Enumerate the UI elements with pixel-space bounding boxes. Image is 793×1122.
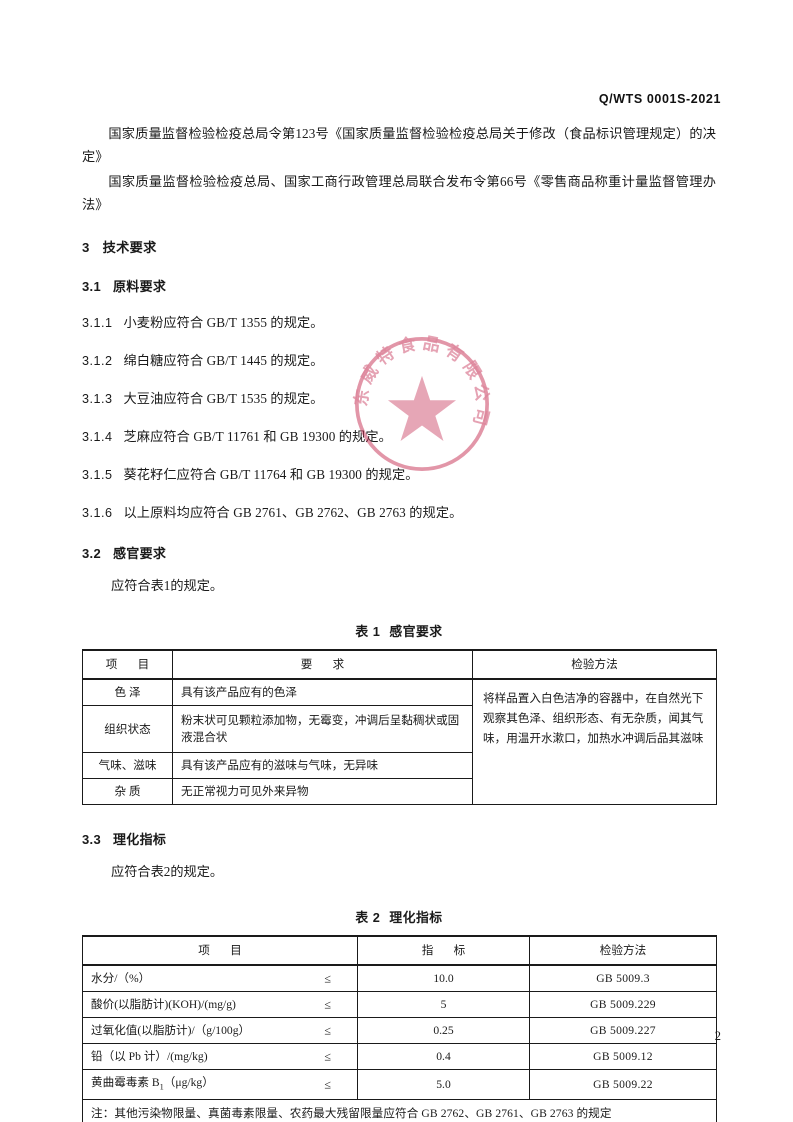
table-row: 过氧化值(以脂肪计)/（g/100g） ≤ 0.25 GB 5009.227: [82, 1017, 717, 1044]
table-row: 气味、滋味 具有该产品应有的滋味与气味，无异味: [82, 752, 717, 779]
clause-3-1-6-number: 3.1.6: [82, 506, 113, 520]
table-2-item-label-4: 黄曲霉毒素 B1（μg/kg）: [91, 1076, 214, 1092]
table-2-item-1: 酸价(以脂肪计)(KOH)/(mg/g) ≤: [82, 991, 358, 1018]
table-1-caption-number: 表 1: [355, 624, 381, 639]
table-2-item-4: 黄曲霉毒素 B1（μg/kg） ≤: [82, 1068, 358, 1101]
table-1-method-cell: 将样品置入白色洁净的容器中，在自然光下观察其色泽、组织形态、有无杂质，闻其气味，…: [472, 678, 717, 805]
table-1-requirement-0: 具有该产品应有的色泽: [172, 678, 473, 706]
section-3-2-number: 3.2: [82, 546, 101, 561]
table-1-header-method: 检验方法: [472, 649, 717, 680]
section-3-number: 3: [82, 240, 90, 255]
table-row: 黄曲霉毒素 B1（μg/kg） ≤ 5.0 GB 5009.22: [82, 1068, 717, 1101]
table-2-method-2: GB 5009.227: [529, 1017, 717, 1044]
table-row: 酸价(以脂肪计)(KOH)/(mg/g) ≤ 5 GB 5009.229: [82, 991, 717, 1018]
table-2-operator-4: ≤: [324, 1077, 331, 1092]
section-3-title: 技术要求: [102, 240, 157, 255]
clause-3-1-1-text: 小麦粉应符合 GB/T 1355 的规定。: [123, 315, 324, 330]
table-2-value-4: 5.0: [357, 1068, 530, 1101]
table-1-requirement-1: 粉末状可见颗粒添加物，无霉变，冲调后呈黏稠状或固液混合状: [172, 705, 473, 753]
clause-3-1-5-text: 葵花籽仁应符合 GB/T 11764 和 GB 19300 的规定。: [123, 467, 419, 482]
table-2-header-method: 检验方法: [529, 935, 717, 966]
table-1-requirement-3: 无正常视力可见外来异物: [172, 778, 473, 805]
section-3-3-number: 3.3: [82, 832, 101, 847]
table-2-item-label-2: 过氧化值(以脂肪计)/（g/100g）: [91, 1024, 251, 1037]
section-3-2-title: 感官要求: [112, 546, 167, 561]
table-2-item-3: 铅（以 Pb 计）/(mg/kg) ≤: [82, 1043, 358, 1070]
document-header-code: Q/WTS 0001S-2021: [598, 92, 721, 106]
clause-3-1-6-text: 以上原料均应符合 GB 2761、GB 2762、GB 2763 的规定。: [123, 505, 463, 520]
table-2-item-label-1: 酸价(以脂肪计)(KOH)/(mg/g): [91, 998, 236, 1011]
table-2-method-0: GB 5009.3: [529, 964, 717, 992]
table-1-requirement-2: 具有该产品应有的滋味与气味，无异味: [172, 752, 473, 779]
clause-3-1-4-text: 芝麻应符合 GB/T 11761 和 GB 19300 的规定。: [123, 429, 392, 444]
table-sensory-requirements: 项 目 要 求 检验方法 色 泽 具有该产品应有的色泽 将样品置入白色洁净的容器…: [82, 649, 717, 805]
document-body: 国家质量监督检验检疫总局令第123号《国家质量监督检验检疫总局关于修改（食品标识…: [82, 122, 717, 1122]
table-2-item-0: 水分/（%） ≤: [82, 964, 358, 992]
table-2-header-item: 项 目: [82, 935, 358, 966]
section-3-2-body: 应符合表1的规定。: [111, 578, 224, 593]
table-2-caption-title: 理化指标: [389, 910, 443, 925]
table-1-item-3: 杂 质: [82, 778, 173, 805]
clause-3-1-6: 3.1.6 以上原料均应符合 GB 2761、GB 2762、GB 2763 的规…: [82, 503, 716, 523]
intro-paragraph-1: 国家质量监督检验检疫总局令第123号《国家质量监督检验检疫总局关于修改（食品标识…: [82, 126, 716, 164]
clause-3-1-1: 3.1.1 小麦粉应符合 GB/T 1355 的规定。: [82, 313, 716, 333]
table-2-note-row: 注：其他污染物限量、真菌毒素限量、农药最大残留限量应符合 GB 2762、GB …: [82, 1099, 717, 1122]
clause-3-1-4-number: 3.1.4: [82, 430, 113, 444]
table-2-value-3: 0.4: [357, 1043, 530, 1070]
table-row: 组织状态 粉末状可见颗粒添加物，无霉变，冲调后呈黏稠状或固液混合状: [82, 705, 717, 753]
table-row: 水分/（%） ≤ 10.0 GB 5009.3: [82, 964, 717, 992]
section-heading-3-2: 3.2 感官要求: [82, 543, 716, 562]
table-2-value-2: 0.25: [357, 1017, 530, 1044]
table-2-item-2: 过氧化值(以脂肪计)/（g/100g） ≤: [82, 1017, 358, 1044]
clause-3-1-5: 3.1.5 葵花籽仁应符合 GB/T 11764 和 GB 19300 的规定。: [82, 465, 716, 485]
section-3-3-body: 应符合表2的规定。: [111, 864, 224, 879]
clause-3-1-1-number: 3.1.1: [82, 316, 113, 330]
clause-3-1-4: 3.1.4 芝麻应符合 GB/T 11761 和 GB 19300 的规定。: [82, 427, 716, 447]
table-row: 色 泽 具有该产品应有的色泽 将样品置入白色洁净的容器中，在自然光下观察其色泽、…: [82, 678, 717, 805]
table-2-caption-number: 表 2: [355, 910, 381, 925]
table-2-header-index: 指 标: [357, 935, 530, 966]
table-2-value-0: 10.0: [357, 964, 530, 992]
table-2-operator-3: ≤: [324, 1049, 331, 1063]
table-1-caption: 表 1 感官要求: [82, 621, 716, 640]
intro-paragraph-2: 国家质量监督检验检疫总局、国家工商行政管理总局联合发布令第66号《零售商品称重计…: [82, 174, 716, 212]
table-physicochemical-indicators: 项 目 指 标 检验方法 水分/（%） ≤ 10.0 GB 5009.3 酸价(…: [82, 935, 717, 1122]
section-heading-3-3: 3.3 理化指标: [82, 829, 716, 848]
clause-3-1-3-number: 3.1.3: [82, 392, 113, 406]
table-1-caption-title: 感官要求: [389, 624, 443, 639]
table-2-item-label-3: 铅（以 Pb 计）/(mg/kg): [91, 1050, 208, 1063]
table-2-note: 注：其他污染物限量、真菌毒素限量、农药最大残留限量应符合 GB 2762、GB …: [82, 1099, 717, 1122]
table-1-header-requirement: 要 求: [172, 649, 473, 680]
table-2-header-row: 项 目 指 标 检验方法: [82, 935, 717, 966]
table-1-header-item: 项 目: [82, 649, 173, 680]
clause-3-1-2: 3.1.2 绵白糖应符合 GB/T 1445 的规定。: [82, 351, 716, 371]
table-2-operator-2: ≤: [324, 1023, 331, 1037]
section-3-1-title: 原料要求: [112, 279, 167, 294]
clause-3-1-3-text: 大豆油应符合 GB/T 1535 的规定。: [123, 391, 324, 406]
clause-3-1-3: 3.1.3 大豆油应符合 GB/T 1535 的规定。: [82, 389, 716, 409]
table-2-value-1: 5: [357, 991, 530, 1018]
section-heading-3: 3 技术要求: [82, 237, 716, 256]
table-row: 杂 质 无正常视力可见外来异物: [82, 778, 717, 805]
table-2-method-4: GB 5009.22: [529, 1068, 717, 1101]
table-2-caption: 表 2 理化指标: [82, 907, 716, 926]
section-3-1-number: 3.1: [82, 279, 101, 294]
section-heading-3-1: 3.1 原料要求: [82, 276, 716, 295]
table-2-operator-0: ≤: [324, 971, 331, 985]
page-number: 2: [714, 1029, 721, 1043]
section-3-3-title: 理化指标: [112, 832, 167, 847]
clause-3-1-2-number: 3.1.2: [82, 354, 113, 368]
clause-3-1-2-text: 绵白糖应符合 GB/T 1445 的规定。: [123, 353, 324, 368]
table-2-method-3: GB 5009.12: [529, 1043, 717, 1070]
table-2-method-1: GB 5009.229: [529, 991, 717, 1018]
table-1-item-0: 色 泽: [82, 678, 173, 706]
clause-3-1-5-number: 3.1.5: [82, 468, 113, 482]
table-2-operator-1: ≤: [324, 997, 331, 1011]
table-row: 铅（以 Pb 计）/(mg/kg) ≤ 0.4 GB 5009.12: [82, 1043, 717, 1070]
table-1-header-row: 项 目 要 求 检验方法: [82, 649, 717, 680]
table-1-item-2: 气味、滋味: [82, 752, 173, 779]
table-2-item-label-0: 水分/（%）: [91, 972, 151, 985]
table-1-item-1: 组织状态: [82, 705, 173, 753]
